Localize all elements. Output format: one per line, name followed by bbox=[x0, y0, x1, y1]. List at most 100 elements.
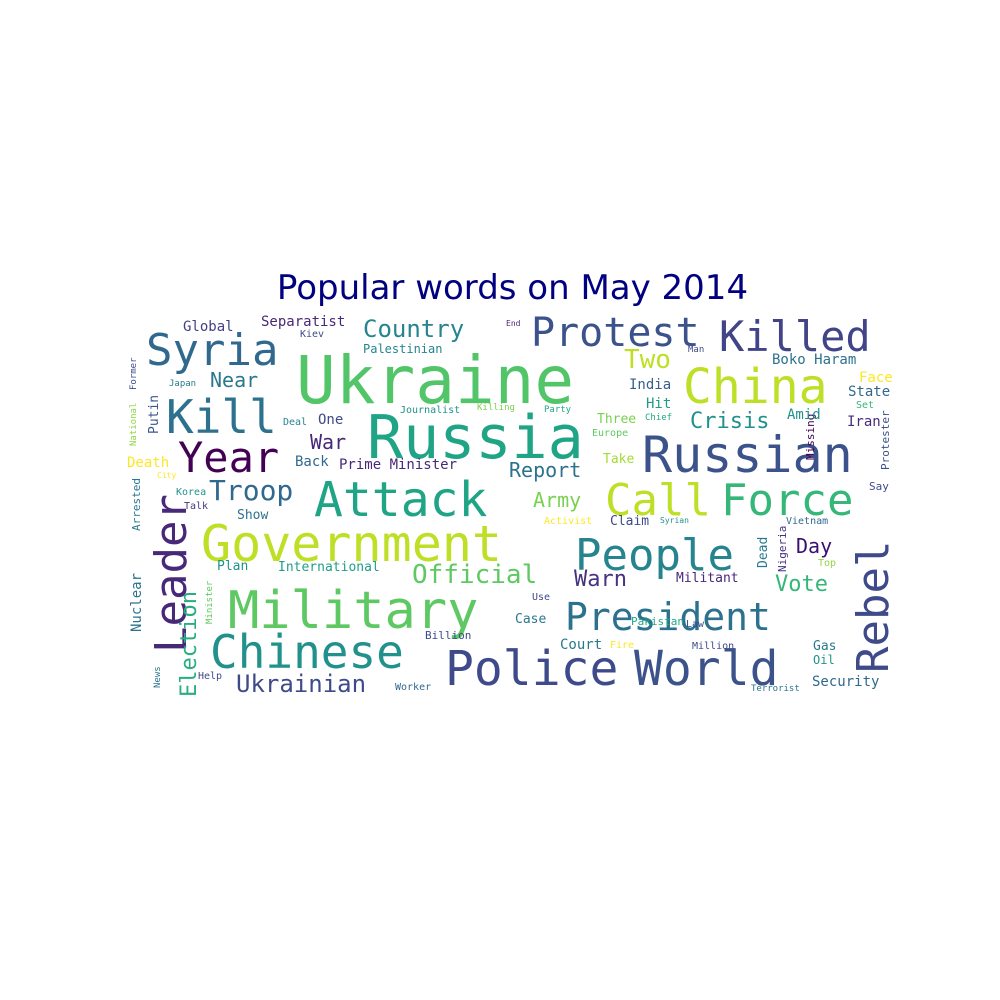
word-man: Man bbox=[688, 345, 704, 355]
word-president: President bbox=[565, 595, 771, 639]
word-worker: Worker bbox=[395, 682, 431, 693]
word-deal: Deal bbox=[283, 417, 307, 428]
word-army: Army bbox=[533, 488, 581, 512]
word-palestinian: Palestinian bbox=[363, 342, 442, 356]
word-putin: Putin bbox=[147, 395, 162, 434]
word-korea: Korea bbox=[176, 487, 206, 498]
word-fire: Fire bbox=[610, 640, 634, 651]
word-activist: Activist bbox=[544, 516, 592, 527]
word-world: World bbox=[634, 641, 779, 697]
word-protest: Protest bbox=[531, 310, 700, 356]
word-protester: Protester bbox=[879, 410, 892, 470]
word-show: Show bbox=[237, 508, 268, 523]
word-former: Former bbox=[129, 357, 139, 390]
word-japan: Japan bbox=[169, 379, 196, 389]
word-national: National bbox=[129, 403, 139, 446]
word-russian: Russian bbox=[642, 426, 853, 484]
word-nigeria: Nigeria bbox=[776, 526, 789, 572]
word-year: Year bbox=[178, 433, 279, 482]
word-three: Three bbox=[597, 412, 636, 427]
word-kill: Kill bbox=[166, 390, 277, 444]
word-oil: Oil bbox=[813, 653, 835, 667]
word-iran: Iran bbox=[847, 414, 881, 430]
word-pakistan: Pakistan bbox=[631, 615, 684, 628]
word-set: Set bbox=[856, 400, 874, 411]
word-global: Global bbox=[183, 319, 234, 335]
word-vote: Vote bbox=[775, 572, 828, 597]
word-end: End bbox=[506, 319, 521, 328]
word-hit: Hit bbox=[646, 396, 671, 412]
word-crisis: Crisis bbox=[690, 409, 769, 434]
word-party: Party bbox=[544, 405, 572, 415]
word-missing: Missing bbox=[804, 414, 817, 460]
word-war: War bbox=[310, 430, 346, 454]
word-chief: Chief bbox=[645, 413, 672, 423]
word-international: International bbox=[278, 560, 380, 575]
word-election: Election bbox=[177, 591, 202, 697]
word-leader: Leader bbox=[146, 494, 197, 653]
chart-title: Popular words on May 2014 bbox=[276, 268, 749, 308]
word-city: City bbox=[157, 471, 176, 480]
word-separatist: Separatist bbox=[261, 314, 345, 330]
word-billion: Billion bbox=[425, 629, 471, 642]
word-militant: Militant bbox=[676, 571, 739, 586]
word-one: One bbox=[318, 412, 343, 428]
word-military: Military bbox=[228, 581, 478, 641]
word-minister: Minister bbox=[205, 580, 215, 624]
word-china: China bbox=[683, 359, 828, 415]
word-near: Near bbox=[210, 368, 258, 392]
word-syrian: Syrian bbox=[660, 516, 689, 525]
word-police: Police bbox=[445, 641, 618, 697]
word-plan: Plan bbox=[217, 559, 248, 574]
word-prime-minister: Prime Minister bbox=[339, 457, 457, 473]
word-ukraine: Ukraine bbox=[296, 342, 574, 419]
word-claim: Claim bbox=[610, 514, 649, 529]
word-force: Force bbox=[721, 475, 853, 526]
word-ukrainian: Ukrainian bbox=[236, 670, 366, 698]
word-law: Law bbox=[686, 619, 705, 630]
word-two: Two bbox=[624, 345, 671, 375]
word-syria: Syria bbox=[146, 325, 278, 376]
word-report: Report bbox=[509, 458, 581, 482]
word-vietnam: Vietnam bbox=[786, 516, 828, 527]
word-killing: Killing bbox=[477, 403, 515, 413]
word-use: Use bbox=[532, 592, 550, 603]
word-back: Back bbox=[295, 454, 329, 470]
word-journalist: Journalist bbox=[400, 405, 460, 416]
word-gas: Gas bbox=[813, 639, 836, 654]
word-amid: Amid bbox=[787, 407, 821, 423]
word-help: Help bbox=[198, 671, 222, 682]
word-terrorist: Terrorist bbox=[751, 684, 800, 694]
word-news: News bbox=[153, 666, 163, 688]
word-case: Case bbox=[515, 612, 546, 627]
word-killed: Killed bbox=[719, 312, 871, 361]
word-take: Take bbox=[603, 452, 634, 467]
word-say: Say bbox=[869, 480, 889, 493]
word-attack: Attack bbox=[314, 472, 487, 528]
word-kiev: Kiev bbox=[300, 329, 324, 340]
word-death: Death bbox=[127, 455, 169, 471]
word-call: Call bbox=[605, 475, 711, 526]
word-europe: Europe bbox=[592, 428, 628, 439]
word-top: Top bbox=[818, 558, 836, 569]
word-court: Court bbox=[560, 637, 602, 653]
word-people: People bbox=[575, 530, 734, 581]
word-boko-haram: Boko Haram bbox=[772, 352, 856, 368]
word-day: Day bbox=[796, 534, 832, 558]
word-official: Official bbox=[412, 560, 537, 590]
word-russia: Russia bbox=[367, 403, 584, 473]
word-nuclear: Nuclear bbox=[129, 573, 145, 632]
word-state: State bbox=[848, 384, 890, 400]
word-face: Face bbox=[859, 370, 893, 386]
word-government: Government bbox=[201, 515, 502, 573]
word-dead: Dead bbox=[756, 537, 771, 568]
word-country: Country bbox=[363, 315, 464, 343]
word-warn: Warn bbox=[574, 567, 627, 592]
word-million: Million bbox=[692, 641, 734, 652]
word-arrested: Arrested bbox=[130, 478, 143, 531]
word-chinese: Chinese bbox=[210, 625, 404, 679]
word-india: India bbox=[629, 377, 671, 393]
word-security: Security bbox=[812, 674, 879, 690]
